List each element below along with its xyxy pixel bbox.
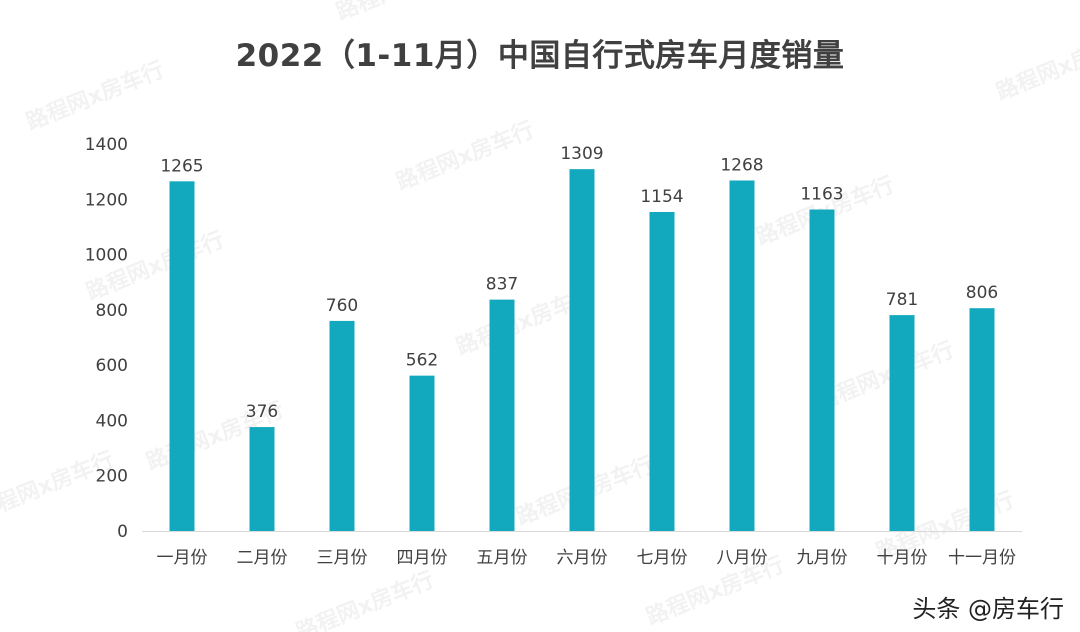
bar xyxy=(569,169,595,531)
background-watermark: 路程网x房车行 xyxy=(333,0,478,26)
bar xyxy=(889,315,915,531)
bar xyxy=(729,180,755,531)
data-label: 1163 xyxy=(800,185,843,205)
data-label: 806 xyxy=(966,283,998,303)
chart-title: 2022（1-11月）中国自行式房车月度销量 xyxy=(235,38,845,74)
y-tick-label: 0 xyxy=(117,522,128,542)
bar xyxy=(329,320,355,531)
data-label: 562 xyxy=(406,351,438,371)
data-label: 837 xyxy=(486,275,518,295)
y-tick-label: 1200 xyxy=(85,190,128,210)
background-watermark: 路程网x房车行 xyxy=(293,567,438,632)
data-labels: 1265 376 760 562 837 1309 1154 1268 1163 781 806 xyxy=(160,144,998,422)
x-tick-label: 二月份 xyxy=(237,548,288,568)
y-tick-label: 1000 xyxy=(85,246,128,266)
data-label: 376 xyxy=(246,402,278,422)
y-tick-label: 200 xyxy=(96,467,128,487)
data-label: 1268 xyxy=(720,155,763,175)
data-label: 1154 xyxy=(640,187,683,207)
bar xyxy=(489,299,515,531)
y-tick-label: 1400 xyxy=(85,135,128,155)
x-tick-label: 一月份 xyxy=(157,548,208,568)
x-tick-label: 八月份 xyxy=(717,548,768,568)
x-tick-label: 六月份 xyxy=(557,548,608,568)
bar xyxy=(169,181,195,531)
y-tick-label: 800 xyxy=(96,301,128,321)
x-tick-label: 三月份 xyxy=(317,548,368,568)
bars xyxy=(169,169,995,532)
x-tick-label: 七月份 xyxy=(637,548,688,568)
y-tick-label: 400 xyxy=(96,411,128,431)
y-tick-label: 600 xyxy=(96,356,128,376)
x-tick-label: 五月份 xyxy=(477,548,528,568)
bar xyxy=(809,209,835,532)
data-label: 781 xyxy=(886,290,918,310)
data-label: 760 xyxy=(326,296,358,316)
bar xyxy=(969,308,995,531)
background-watermark: 路程网x房车行 xyxy=(23,57,168,136)
x-tick-label: 四月份 xyxy=(397,548,448,568)
x-tick-label: 十月份 xyxy=(877,548,928,568)
y-axis: 0 200 400 600 800 1000 1200 1400 xyxy=(85,135,128,542)
background-watermark: 路程网x房车行 xyxy=(993,27,1080,106)
data-label: 1309 xyxy=(560,144,603,164)
x-tick-label: 九月份 xyxy=(797,548,848,568)
data-label: 1265 xyxy=(160,156,203,176)
bar xyxy=(409,375,435,531)
background-watermark: 路程网x房车行 xyxy=(393,117,538,196)
bar xyxy=(649,212,675,531)
watermark-credit: 头条 @房车行 xyxy=(912,595,1064,623)
x-axis: 一月份 二月份 三月份 四月份 五月份 六月份 七月份 八月份 九月份 十月份 十一月份 xyxy=(142,531,1022,568)
background-watermark: 路程网x房车行 xyxy=(83,227,228,306)
x-tick-label: 十一月份 xyxy=(948,548,1016,568)
bar xyxy=(249,427,275,531)
